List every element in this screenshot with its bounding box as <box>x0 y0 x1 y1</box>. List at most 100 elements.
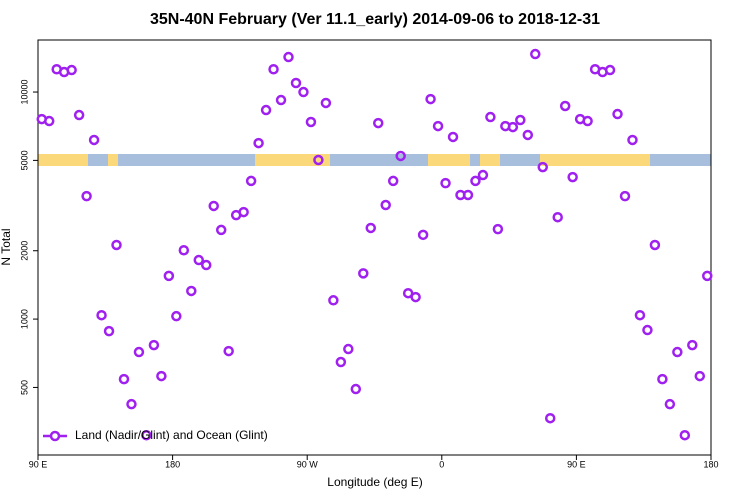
data-point <box>582 115 593 127</box>
data-point <box>193 254 205 266</box>
x-tick-label: 90 E <box>29 459 48 469</box>
land-band <box>255 154 330 166</box>
data-point <box>328 295 339 306</box>
data-point <box>141 429 152 441</box>
data-point <box>298 86 309 98</box>
data-point <box>372 117 384 129</box>
data-point <box>522 129 534 141</box>
data-point <box>694 370 706 382</box>
data-point <box>432 120 444 132</box>
data-point <box>88 134 100 146</box>
y-tick-label: 500 <box>19 380 29 395</box>
data-point <box>178 244 190 256</box>
data-point <box>702 270 713 282</box>
x-tick-label: 0 <box>439 459 444 469</box>
data-point <box>96 309 107 321</box>
data-point <box>66 64 77 76</box>
data-point <box>283 51 294 63</box>
data-point <box>238 206 249 218</box>
y-tick-label: 10000 <box>19 80 29 105</box>
land-band <box>480 154 500 166</box>
data-point <box>387 175 399 187</box>
data-point <box>492 223 504 235</box>
data-point <box>642 324 653 336</box>
data-point <box>657 373 668 385</box>
data-point <box>507 121 519 133</box>
data-point <box>649 239 661 251</box>
plot-frame <box>37 39 712 456</box>
data-point <box>679 429 691 441</box>
data-point <box>410 291 421 303</box>
data-point <box>313 154 324 166</box>
data-point <box>118 373 130 385</box>
data-point <box>358 268 369 279</box>
data-point <box>335 356 347 368</box>
data-point <box>126 398 137 410</box>
data-point <box>320 97 332 109</box>
data-point <box>552 211 563 223</box>
data-point <box>634 309 646 321</box>
data-point <box>268 63 279 75</box>
data-point <box>73 109 85 121</box>
x-tick-label: 90 E <box>567 459 586 469</box>
land-band <box>38 154 88 166</box>
data-point <box>245 175 257 187</box>
data-point <box>477 169 489 181</box>
data-point <box>470 175 481 187</box>
data-point <box>619 190 631 202</box>
land-band <box>540 154 650 166</box>
data-point <box>440 177 451 189</box>
data-point <box>515 114 526 126</box>
data-point <box>201 259 212 271</box>
data-point <box>567 171 578 183</box>
x-tick-label: 180 <box>703 459 718 469</box>
data-point <box>559 100 571 112</box>
land-band <box>428 154 470 166</box>
data-point <box>253 137 264 149</box>
surface-band <box>38 154 711 166</box>
data-point <box>260 104 272 116</box>
land-band <box>108 154 118 166</box>
data-point <box>81 190 92 202</box>
data-point <box>290 77 302 89</box>
data-point <box>43 115 55 127</box>
data-point <box>537 161 548 173</box>
legend-label: Land (Nadir/Glint) and Ocean (Glint) <box>75 428 268 442</box>
data-point <box>612 108 623 120</box>
data-point <box>687 339 698 351</box>
data-point <box>305 116 317 128</box>
data-point <box>604 64 616 76</box>
data-point <box>111 239 122 251</box>
data-point <box>380 199 391 211</box>
y-tick-label: 5000 <box>19 150 29 170</box>
data-point <box>133 346 145 358</box>
data-point <box>103 325 115 337</box>
data-point <box>365 222 377 234</box>
data-point <box>148 339 160 351</box>
data-point <box>343 343 354 355</box>
data-point <box>447 131 459 143</box>
data-point <box>530 48 541 60</box>
data-point <box>672 346 683 358</box>
x-axis-label: Longitude (deg E) <box>327 475 422 489</box>
data-point <box>425 93 436 105</box>
data-point <box>417 229 429 241</box>
data-point <box>215 224 227 236</box>
data-point <box>163 270 175 282</box>
y-tick-label: 1000 <box>19 309 29 329</box>
data-point <box>171 310 182 322</box>
data-point <box>664 398 676 410</box>
data-point <box>223 345 234 357</box>
data-point <box>156 370 167 382</box>
data-point <box>275 94 287 106</box>
data-point <box>485 111 496 123</box>
x-tick-label: 180 <box>165 459 180 469</box>
chart-title: 35N-40N February (Ver 11.1_early) 2014-0… <box>150 11 600 28</box>
data-point <box>544 412 556 424</box>
data-point <box>186 285 197 297</box>
data-point <box>350 383 362 395</box>
data-point <box>462 189 474 201</box>
data-point <box>208 200 219 212</box>
data-point <box>395 150 406 162</box>
